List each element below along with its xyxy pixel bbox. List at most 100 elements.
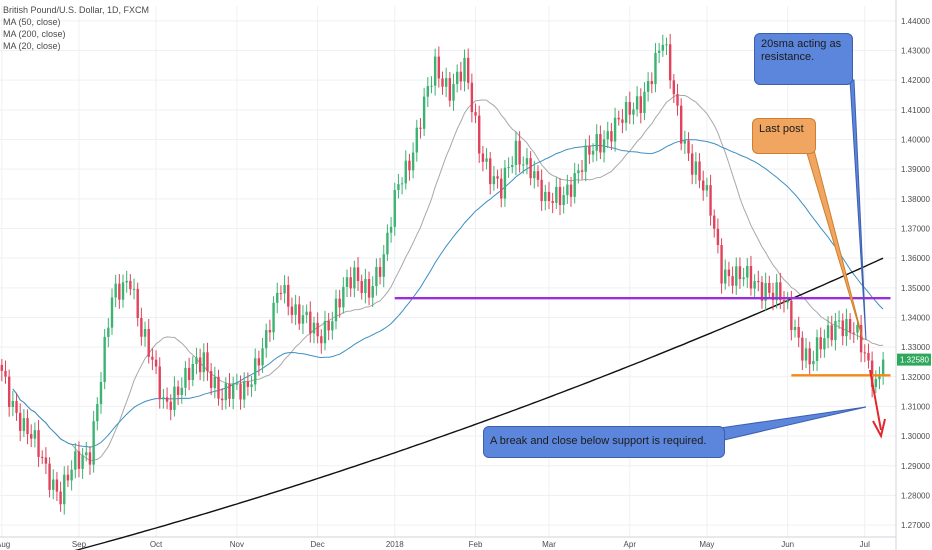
candle-down xyxy=(378,266,382,277)
x-tick-label: Jul xyxy=(860,540,870,549)
candle-up xyxy=(173,386,176,410)
candle-up xyxy=(103,336,106,383)
candle-up xyxy=(562,195,565,206)
candle-up xyxy=(261,348,264,366)
candle-up xyxy=(503,167,507,199)
candle-down xyxy=(228,383,231,399)
candle-down xyxy=(459,71,463,82)
x-tick-label: Feb xyxy=(469,540,483,549)
candle-up xyxy=(753,281,756,289)
candle-down xyxy=(209,371,213,388)
down-arrow-shaft xyxy=(869,369,882,431)
candle-up xyxy=(511,164,514,168)
candle-up xyxy=(364,279,367,293)
candle-down xyxy=(66,474,70,481)
candle-up xyxy=(114,283,117,298)
candle-up xyxy=(143,328,147,337)
candle-down xyxy=(151,356,154,360)
candle-down xyxy=(863,352,866,354)
candle-up xyxy=(654,52,657,85)
candle-down xyxy=(731,276,734,286)
candle-up xyxy=(735,266,738,286)
candle-up xyxy=(834,321,837,341)
candle-up xyxy=(522,164,525,166)
candle-up xyxy=(70,469,73,481)
x-tick-label: Nov xyxy=(230,540,244,549)
candle-down xyxy=(408,160,411,171)
candle-down xyxy=(870,360,874,388)
candle-down xyxy=(716,228,720,246)
indicator-ma50: MA (50, close) xyxy=(3,17,61,27)
candle-down xyxy=(279,292,283,294)
chart-title: British Pound/U.S. Dollar, 1D, FXCM xyxy=(3,5,150,15)
candle-up xyxy=(265,330,268,349)
x-tick-label: Apr xyxy=(624,540,637,549)
candle-up xyxy=(85,452,88,456)
candle-up xyxy=(485,158,488,162)
candle-down xyxy=(165,397,169,402)
candle-up xyxy=(342,286,345,308)
candle-down xyxy=(198,357,202,373)
candle-up xyxy=(632,109,635,115)
candle-up xyxy=(386,232,389,255)
candle-down xyxy=(448,78,452,101)
candle-down xyxy=(859,325,863,353)
candle-up xyxy=(533,171,536,179)
y-tick-label: 1.28000 xyxy=(901,491,930,500)
candle-down xyxy=(360,281,363,293)
candle-down xyxy=(727,269,731,277)
candle-down xyxy=(489,158,492,185)
candle-up xyxy=(397,184,400,191)
annotation-resistance: 20sma acting as resistance. xyxy=(754,33,853,85)
y-tick-label: 1.34000 xyxy=(901,313,930,322)
candle-up xyxy=(224,383,228,401)
candle-down xyxy=(569,184,573,197)
candle-down xyxy=(610,131,613,142)
candle-up xyxy=(595,134,598,151)
x-axis: Aug Sep Oct Nov Dec 2018 Feb Mar Apr May Jun Jul xyxy=(0,540,870,549)
candle-up xyxy=(404,160,407,184)
candle-up xyxy=(162,397,165,400)
candle-up xyxy=(665,44,668,46)
candle-up xyxy=(646,81,650,92)
candle-up xyxy=(683,140,687,144)
candle-up xyxy=(184,367,187,388)
candle-up xyxy=(312,322,316,334)
candle-up xyxy=(874,379,878,388)
candle-up xyxy=(856,325,859,333)
candle-up xyxy=(231,383,235,399)
candle-down xyxy=(474,112,477,116)
y-tick-label: 1.42000 xyxy=(901,76,930,85)
candle-up xyxy=(400,183,404,185)
candle-down xyxy=(801,337,804,361)
candle-up xyxy=(305,311,308,316)
candle-down xyxy=(15,400,18,413)
candle-down xyxy=(118,283,121,300)
candle-down xyxy=(702,180,705,191)
candle-up xyxy=(492,176,496,185)
candle-down xyxy=(140,317,143,337)
candle-up xyxy=(426,86,430,97)
candle-up xyxy=(525,158,529,165)
y-tick-label: 1.36000 xyxy=(901,254,930,263)
ma50-line xyxy=(12,139,884,448)
annotation-last-post: Last post xyxy=(752,118,816,154)
candle-down xyxy=(738,266,742,280)
candle-up xyxy=(250,384,253,387)
candle-down xyxy=(470,82,474,113)
candle-down xyxy=(37,430,40,457)
candle-up xyxy=(613,117,617,142)
candle-up xyxy=(213,376,217,388)
ma200-path xyxy=(75,257,884,550)
candle-down xyxy=(481,153,485,162)
candle-down xyxy=(309,311,312,334)
y-tick-label: 1.41000 xyxy=(901,106,930,115)
x-tick-label: 2018 xyxy=(386,540,404,549)
last-post-pointer xyxy=(805,149,864,341)
last-price-label: 1.32580 xyxy=(900,356,929,365)
candle-down xyxy=(518,140,521,165)
candle-up xyxy=(793,326,797,331)
candle-up xyxy=(463,57,466,82)
candle-down xyxy=(77,451,81,469)
